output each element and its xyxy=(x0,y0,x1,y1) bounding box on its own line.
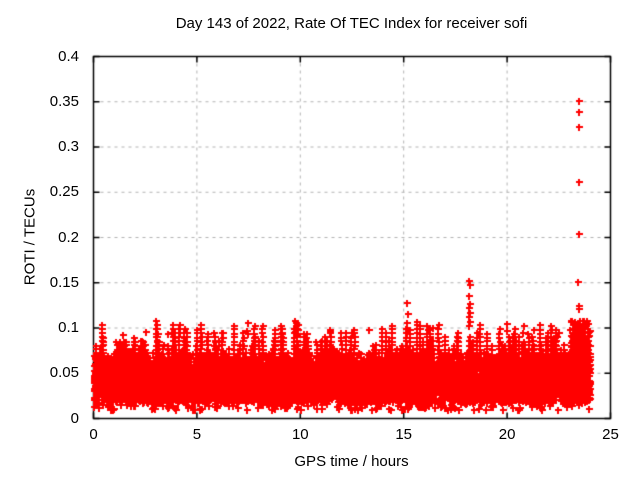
x-tick-label: 0 xyxy=(89,426,98,443)
y-tick-label: 0.2 xyxy=(58,228,79,246)
y-tick-label: 0.1 xyxy=(58,319,79,336)
y-tick-label: 0 xyxy=(70,409,79,427)
y-tick-label: 0.4 xyxy=(58,47,79,65)
y-tick-label: 0.15 xyxy=(49,273,79,291)
x-tick-label: 20 xyxy=(498,426,516,443)
x-tick-label: 15 xyxy=(395,426,413,443)
x-tick-label: 10 xyxy=(291,426,309,443)
y-tick-label: 0.3 xyxy=(58,138,79,155)
chart-title: Day 143 of 2022, Rate Of TEC Index for r… xyxy=(175,15,528,32)
y-tick-label: 0.05 xyxy=(49,364,79,382)
y-tick-label: 0.35 xyxy=(49,92,79,110)
y-tick-label: 0.25 xyxy=(49,183,79,201)
x-tick-label: 25 xyxy=(602,426,619,443)
x-axis-label: GPS time / hours xyxy=(294,453,409,470)
x-tick-label: 5 xyxy=(192,426,202,443)
